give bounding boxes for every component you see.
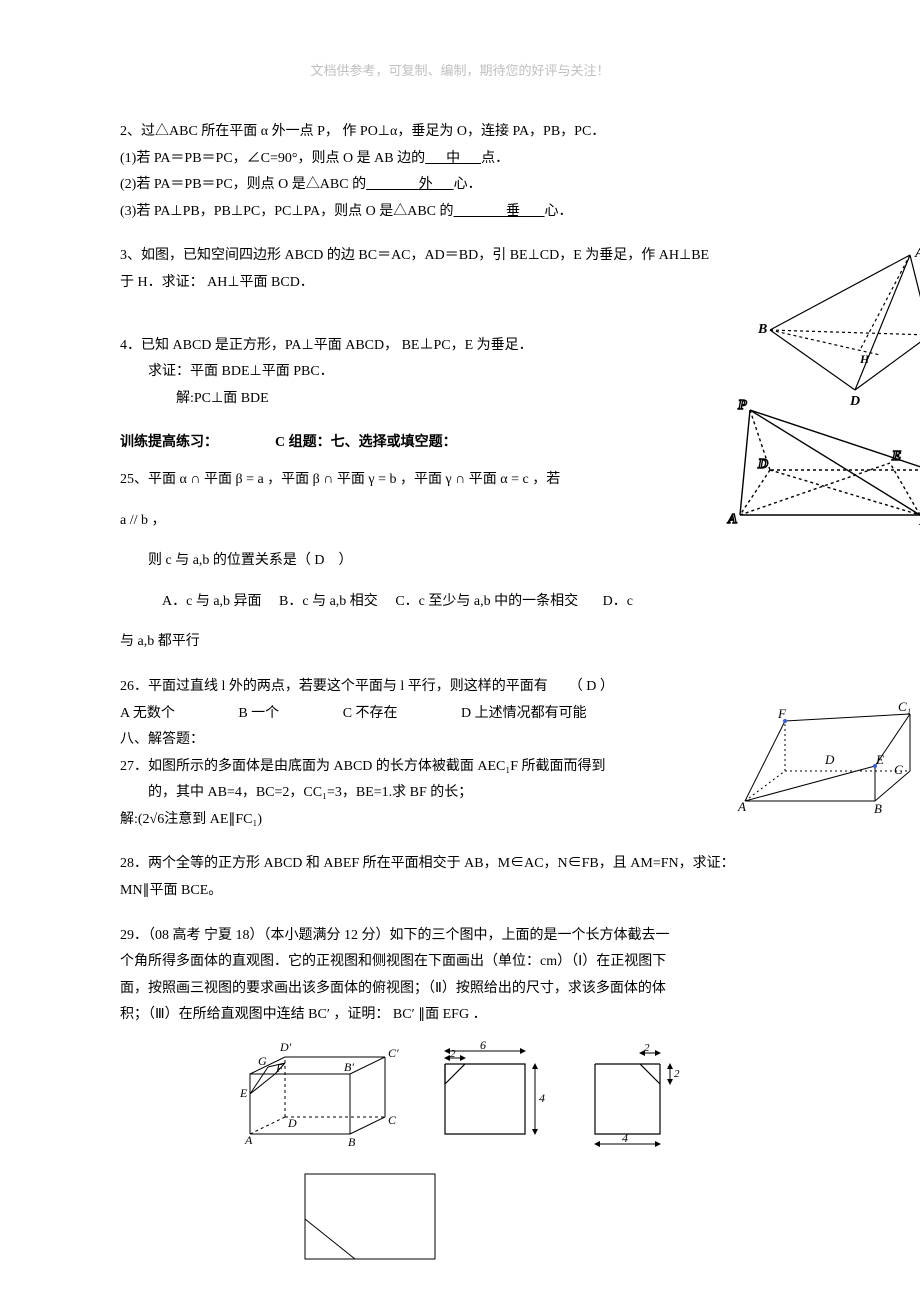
sdim-2a: 2 <box>644 1042 650 1054</box>
q2-part2: (2)若 PA＝PB＝PC，则点 O 是△ABC 的 外 心． <box>120 172 800 199</box>
lbl-C: C <box>388 1113 397 1127</box>
q2-p3-pre: (3)若 PA⊥PB，PB⊥PC，PC⊥PA，则点 O 是△ABC 的 <box>120 204 454 219</box>
q2-p2-answer: 外 <box>366 177 454 192</box>
q25-optB: B．c 与 a,b 相交 <box>279 594 378 609</box>
q26-optB: B 一个 <box>238 706 279 721</box>
q2-p1-pre: (1)若 PA＝PB＝PC，∠C=90°，则点 O 是 AB 边的 <box>120 151 425 166</box>
q25-optD: D．c <box>603 594 633 609</box>
lbl-E: E <box>240 1086 248 1100</box>
q25-line1: 25、平面 α ∩ 平面 β = a ，平面 β ∩ 平面 γ = b ，平面 … <box>120 467 680 494</box>
f27-B: B <box>874 801 882 816</box>
lbl-F: F <box>275 1061 284 1075</box>
q29-line4: 积；（Ⅲ）在所给直观图中连结 BC′ ，证明： BC′ ∥面 EFG ． <box>120 1002 800 1029</box>
q3-line1: 3、如图，已知空间四边形 ABCD 的边 BC＝AC，AD＝BD，引 BE⊥CD… <box>120 243 800 270</box>
f3-B: B <box>757 322 767 337</box>
q26-options: A 无数个 B 一个 C 不存在 D 上述情况都有可能 <box>120 701 800 728</box>
f27-A: A <box>737 799 746 814</box>
sdim-4: 4 <box>622 1131 628 1145</box>
q2-p1-answer: 中 <box>425 151 481 166</box>
lbl-Dp: D′ <box>279 1040 292 1054</box>
f27-C: C <box>894 762 903 777</box>
q29-front-view: 6 2 4 <box>430 1039 550 1149</box>
q28-line1: 28．两个全等的正方形 ABCD 和 ABEF 所在平面相交于 AB，M∈AC，… <box>120 851 800 878</box>
q25-line2: a // b ， <box>120 508 800 535</box>
q26-optD: D 上述情况都有可能 <box>461 706 587 721</box>
f27-E: E <box>875 752 884 767</box>
f4-P: P <box>738 398 747 413</box>
q2-stem: 2、过△ABC 所在平面 α 外一点 P， 作 PO⊥α，垂足为 O，连接 PA… <box>120 119 800 146</box>
lbl-Bp: B′ <box>344 1060 354 1074</box>
q29-figures-row: A B C D E F G B′ C′ D′ <box>240 1039 800 1149</box>
dim-6: 6 <box>480 1039 486 1052</box>
q2-p1-suf: 点． <box>481 151 509 166</box>
q25-tail: 与 a,b 都平行 <box>120 629 800 656</box>
f4-A: A <box>727 512 737 525</box>
q26-optA: A 无数个 <box>120 706 175 721</box>
section-c-right: C 组题：七、选择或填空题： <box>275 435 457 450</box>
f3-D: D <box>849 394 860 409</box>
f27-D: D <box>824 752 835 767</box>
q2-p3-suf: 心． <box>545 204 573 219</box>
f27-C1: C₁ <box>898 699 911 714</box>
q4-line3: 解:PC⊥面 BDE <box>120 386 800 413</box>
q29-line2: 个角所得多面体的直观图．它的正视图和侧视图在下面画出（单位：cm）（Ⅰ）在正视图… <box>120 949 800 976</box>
q27-figure: A B C D E F C₁ <box>730 696 920 821</box>
q29-line1: 29．（08 高考 宁夏 18）（本小题满分 12 分）如下的三个图中，上面的是… <box>120 923 800 950</box>
lbl-D: D <box>287 1116 297 1130</box>
section-c-header: 训练提高练习： C 组题：七、选择或填空题： <box>120 430 800 457</box>
section-c-left: 训练提高练习： <box>120 435 218 450</box>
q2-part3: (3)若 PA⊥PB，PB⊥PC，PC⊥PA，则点 O 是△ABC 的 垂 心． <box>120 199 800 226</box>
figures-top-right: A B C D H P A B C D <box>720 245 920 530</box>
f3-A: A <box>914 246 920 261</box>
q4-line1: 4．已知 ABCD 是正方形，PA⊥平面 ABCD， BE⊥PC，E 为垂足． <box>120 333 680 360</box>
section8-label: 八、解答题： <box>120 727 800 754</box>
lbl-Cp: C′ <box>388 1046 399 1060</box>
f3-H: H <box>859 352 870 366</box>
q29-oblique-figure: A B C D E F G B′ C′ D′ <box>240 1039 400 1149</box>
q2-part1: (1)若 PA＝PB＝PC，∠C=90°，则点 O 是 AB 边的 中 点． <box>120 146 800 173</box>
f27-F: F <box>777 706 787 721</box>
q26-optC: C 不存在 <box>343 706 398 721</box>
sdim-2b: 2 <box>674 1068 680 1080</box>
q4-line2: 求证：平面 BDE⊥平面 PBC． <box>120 359 800 386</box>
dim-4: 4 <box>539 1091 545 1105</box>
header-muted-note: 文档供参考，可复制、编制，期待您的好评与关注！ <box>120 60 800 79</box>
lbl-G: G <box>258 1054 267 1068</box>
q2-p3-answer: 垂 <box>454 204 545 219</box>
q25-optC: C．c 至少与 a,b 中的一条相交 <box>395 594 578 609</box>
q25-line3: 则 c 与 a,b 的位置关系是（ D ） <box>120 548 800 575</box>
q2-p2-suf: 心． <box>454 177 482 192</box>
q25-options: A．c 与 a,b 异面 B．c 与 a,b 相交 C．c 至少与 a,b 中的… <box>120 589 800 616</box>
f4-E: E <box>891 449 901 464</box>
q2-p2-pre: (2)若 PA＝PB＝PC，则点 O 是△ABC 的 <box>120 177 366 192</box>
q28-line2: MN∥平面 BCE。 <box>120 878 800 905</box>
q29-top-view-placeholder <box>300 1169 800 1269</box>
lbl-B: B <box>348 1135 356 1149</box>
q27-line3: 解:(2√6注意到 AE∥FC₁) <box>120 807 800 834</box>
dim-2: 2 <box>450 1048 456 1060</box>
q26-stem: 26．平面过直线 l 外的两点，若要这个平面与 l 平行，则这样的平面有 （ D… <box>120 674 800 701</box>
q27-line2: 的，其中 AB=4，BC=2，CC₁=3，BE=1.求 BF 的长； <box>120 780 800 807</box>
q29-line3: 面，按照画三视图的要求画出该多面体的俯视图；（Ⅱ）按照给出的尺寸，求该多面体的体 <box>120 976 800 1003</box>
q29-side-view: 2 2 4 <box>580 1039 690 1149</box>
q27-line1: 27．如图所示的多面体是由底面为 ABCD 的长方体被截面 AEC₁F 所截面而… <box>120 754 680 781</box>
q3-line2: 于 H．求证： AH⊥平面 BCD． <box>120 270 800 297</box>
q25-optA: A．c 与 a,b 异面 <box>162 594 262 609</box>
lbl-A: A <box>244 1133 253 1147</box>
f4-D: D <box>757 457 768 472</box>
